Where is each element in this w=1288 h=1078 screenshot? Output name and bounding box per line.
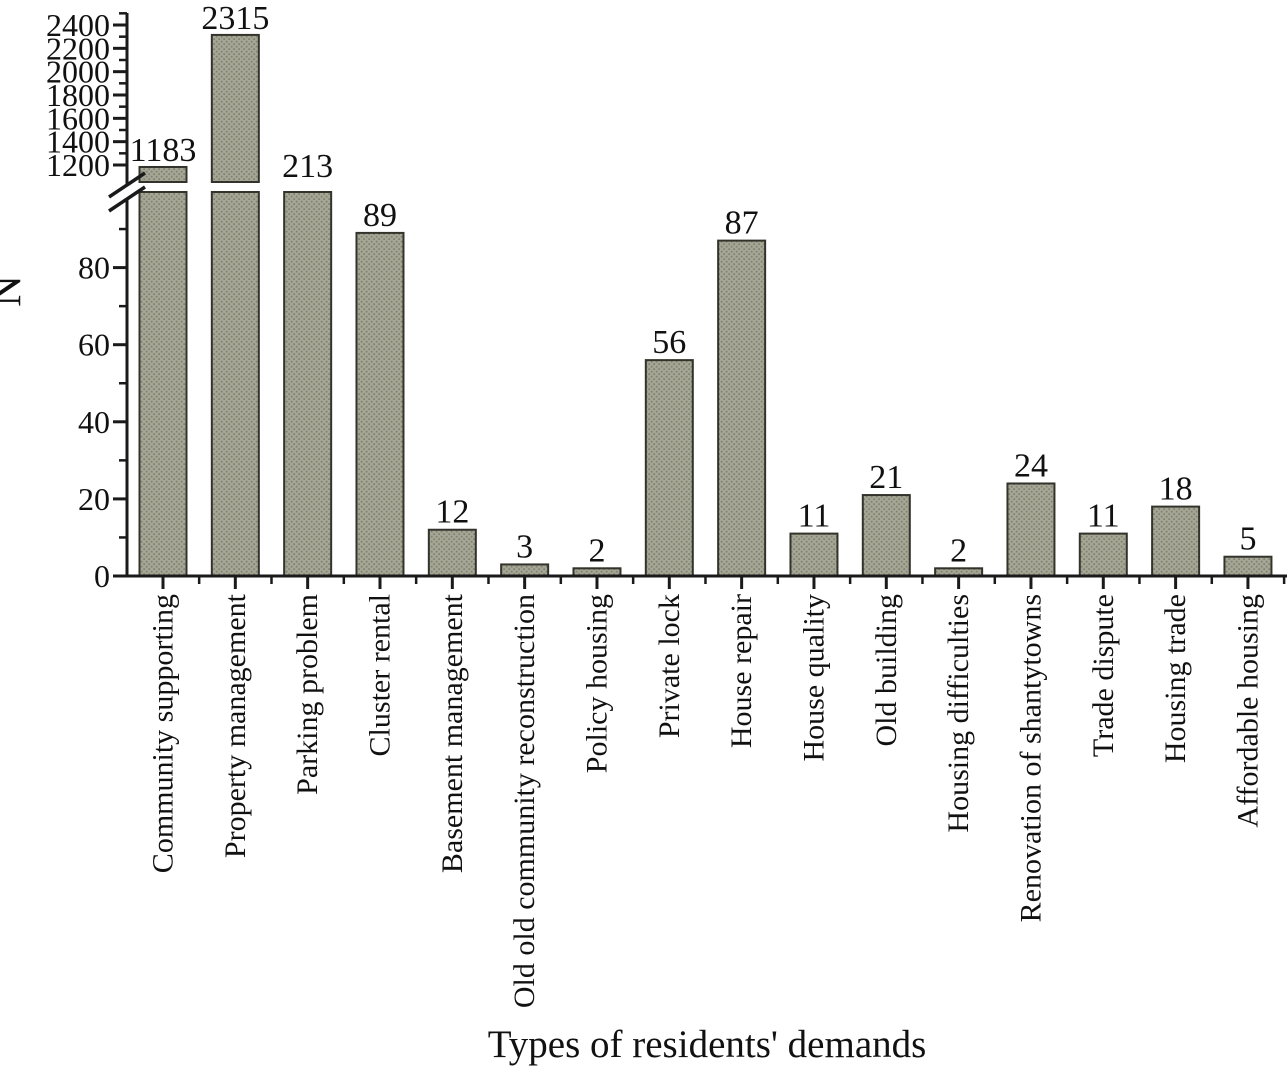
bar-5 <box>500 563 550 577</box>
category-label-11: Housing difficulties <box>942 594 975 833</box>
y-tick-label-80: 80 <box>78 250 110 286</box>
category-label-4: Basement management <box>436 593 469 873</box>
category-label-13: Trade dispute <box>1087 594 1120 757</box>
y-tick-label-20: 20 <box>78 481 110 517</box>
y-tick-label-0: 0 <box>94 558 110 594</box>
bar-value-label-3: 89 <box>363 197 397 234</box>
axes-layer <box>108 12 1287 589</box>
bar-10 <box>861 494 911 578</box>
y-tick-label-1400: 1400 <box>46 124 110 160</box>
bar-value-label-1: 2315 <box>201 0 269 37</box>
category-label-6: Policy housing <box>580 594 613 773</box>
y-tick-label-1800: 1800 <box>46 77 110 113</box>
bar-value-label-9: 11 <box>798 498 831 535</box>
category-label-8: House repair <box>725 594 758 748</box>
bar-15 <box>1223 555 1273 577</box>
bar-14 <box>1151 505 1201 577</box>
bar-3 <box>355 231 405 577</box>
y-tick-label-40: 40 <box>78 404 110 440</box>
bar-value-label-12: 24 <box>1014 447 1048 484</box>
category-label-0: Community supporting <box>147 594 180 873</box>
bar-value-label-14: 18 <box>1159 471 1193 508</box>
bar-value-label-15: 5 <box>1239 521 1256 558</box>
bars-layer <box>138 33 1273 578</box>
y-tick-label-1200: 1200 <box>46 147 110 183</box>
bar-0-upper-segment <box>138 165 188 184</box>
category-label-7: Private lock <box>653 594 686 738</box>
bar-value-label-5: 3 <box>516 528 533 565</box>
category-label-10: Old building <box>870 594 903 747</box>
bar-value-label-6: 2 <box>588 532 605 569</box>
bar-value-label-8: 87 <box>725 205 759 242</box>
bar-value-label-10: 21 <box>869 459 903 496</box>
category-label-12: Renovation of shantytowns <box>1014 594 1047 922</box>
value-label-layer: 1183 2315 213 89 12 3 2 56 87 11 21 2 24 11 18 5 <box>130 0 1257 569</box>
y-axis-title: N <box>0 275 30 307</box>
bar-0-lower-segment <box>138 191 188 577</box>
bar-1-lower-segment <box>210 191 260 577</box>
bar-8 <box>717 239 767 578</box>
bar-1-upper-segment <box>210 33 260 183</box>
bar-13 <box>1078 532 1128 577</box>
category-label-14: Housing trade <box>1159 594 1192 763</box>
bar-value-label-2: 213 <box>282 148 333 185</box>
bar-4 <box>427 528 477 577</box>
category-label-layer: Community supporting Property management P… <box>147 593 1265 1008</box>
y-tick-label-1600: 1600 <box>46 100 110 136</box>
y-tick-label-2400: 2400 <box>46 7 110 43</box>
category-label-3: Cluster rental <box>363 594 396 756</box>
category-label-1: Property management <box>219 593 252 858</box>
y-tick-label-60: 60 <box>78 327 110 363</box>
bar-value-label-4: 12 <box>435 494 469 531</box>
x-axis-title: Types of residents' demands <box>488 1023 927 1066</box>
category-label-2: Parking problem <box>291 594 324 795</box>
bar-9 <box>789 532 839 577</box>
axis-break-slash-1 <box>108 171 146 199</box>
category-label-9: House quality <box>797 594 830 761</box>
bar-value-label-7: 56 <box>652 324 686 361</box>
y-tick-label-2000: 2000 <box>46 54 110 90</box>
bar-value-label-0: 1183 <box>130 132 197 169</box>
bar-12 <box>1006 482 1056 578</box>
y-tick-label-2200: 2200 <box>46 30 110 66</box>
bar-7 <box>644 359 694 577</box>
bar-value-label-13: 11 <box>1087 498 1120 535</box>
category-label-15: Affordable housing <box>1231 594 1264 828</box>
bar-2-lower-segment <box>283 191 333 577</box>
bar-value-label-11: 2 <box>950 532 967 569</box>
axis-break-slash-2 <box>108 185 146 213</box>
category-label-5: Old old community reconstruction <box>508 594 541 1008</box>
